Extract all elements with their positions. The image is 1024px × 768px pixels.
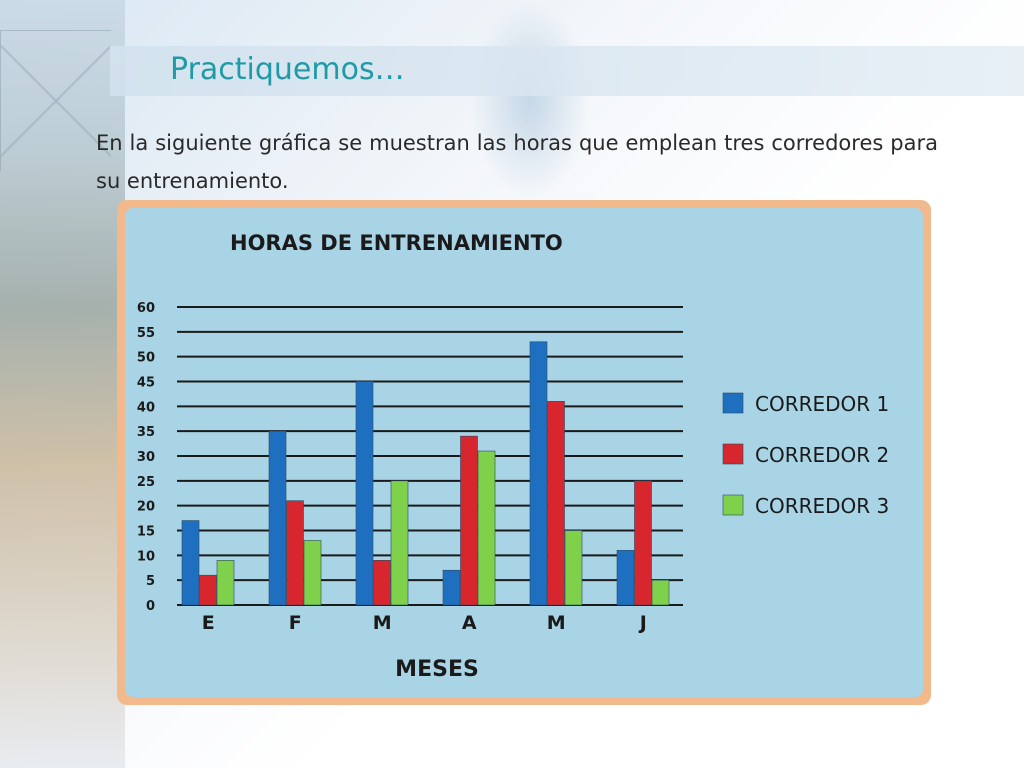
legend-swatch bbox=[722, 443, 744, 465]
y-tick-label: 25 bbox=[137, 475, 155, 490]
y-tick-label: 0 bbox=[146, 599, 155, 614]
geometry-sketch-decoration bbox=[0, 30, 111, 171]
decorative-side-art bbox=[0, 0, 125, 768]
y-tick-label: 5 bbox=[146, 574, 155, 589]
x-tick-label: E bbox=[202, 612, 215, 634]
x-tick-label: M bbox=[547, 612, 566, 634]
bar-corredor-1 bbox=[268, 430, 287, 606]
y-tick-label: 55 bbox=[137, 326, 155, 341]
y-tick-label: 60 bbox=[137, 301, 155, 316]
bar-corredor-2 bbox=[460, 435, 478, 606]
legend-label: CORREDOR 2 bbox=[755, 443, 889, 467]
y-axis-ticks: 0 5 10 15 20 25 30 35 40 45 50 55 60 bbox=[137, 301, 155, 614]
bar-corredor-3 bbox=[651, 579, 670, 606]
background-glow-decoration bbox=[470, 0, 590, 200]
bar-corredor-2 bbox=[286, 500, 304, 606]
legend-label: CORREDOR 3 bbox=[755, 494, 889, 518]
bar-corredor-1 bbox=[355, 381, 374, 606]
x-tick-label: A bbox=[462, 612, 477, 634]
x-tick-label: M bbox=[373, 612, 392, 634]
bar-corredor-3 bbox=[216, 559, 235, 606]
x-tick-label: F bbox=[289, 612, 302, 634]
chart-bars bbox=[181, 341, 670, 606]
bar-corredor-2 bbox=[547, 401, 565, 606]
y-tick-label: 30 bbox=[137, 450, 155, 465]
legend-swatch bbox=[722, 392, 744, 414]
y-tick-label: 20 bbox=[137, 500, 155, 515]
slide-title: Practiquemos… bbox=[170, 52, 405, 87]
title-band bbox=[110, 46, 1024, 96]
y-tick-label: 10 bbox=[137, 549, 155, 564]
x-axis-label: MESES bbox=[395, 657, 479, 682]
bar-corredor-3 bbox=[564, 530, 583, 606]
bar-corredor-1 bbox=[181, 520, 200, 606]
chart-panel: HORAS DE ENTRENAMIENTO 0 5 10 15 20 25 30 35 40 4… bbox=[125, 208, 923, 697]
bar-corredor-1 bbox=[616, 550, 635, 606]
y-tick-label: 45 bbox=[137, 376, 155, 391]
bar-corredor-3 bbox=[303, 540, 322, 606]
chart-frame: HORAS DE ENTRENAMIENTO 0 5 10 15 20 25 30 35 40 4… bbox=[117, 200, 931, 705]
legend-label: CORREDOR 1 bbox=[755, 392, 889, 416]
y-tick-label: 15 bbox=[137, 525, 155, 540]
chart-gridlines bbox=[177, 306, 683, 606]
bar-corredor-3 bbox=[390, 480, 409, 606]
y-tick-label: 35 bbox=[137, 425, 155, 440]
bar-corredor-1 bbox=[529, 341, 548, 606]
slide-intro-text: En la siguiente gráfica se muestran las … bbox=[96, 131, 938, 193]
bar-corredor-2 bbox=[199, 574, 217, 606]
bar-corredor-2 bbox=[373, 559, 391, 606]
chart-title: HORAS DE ENTRENAMIENTO bbox=[230, 231, 563, 255]
bar-chart: HORAS DE ENTRENAMIENTO 0 5 10 15 20 25 30 35 40 4… bbox=[137, 231, 889, 682]
y-tick-label: 40 bbox=[137, 400, 155, 415]
y-tick-label: 50 bbox=[137, 351, 155, 366]
legend-swatch bbox=[722, 494, 744, 516]
x-tick-label: J bbox=[638, 612, 647, 634]
bar-corredor-1 bbox=[442, 569, 461, 606]
bar-corredor-3 bbox=[477, 450, 496, 606]
chart-legend: CORREDOR 1 CORREDOR 2 CORREDOR 3 bbox=[722, 392, 889, 518]
bar-corredor-2 bbox=[634, 480, 652, 606]
